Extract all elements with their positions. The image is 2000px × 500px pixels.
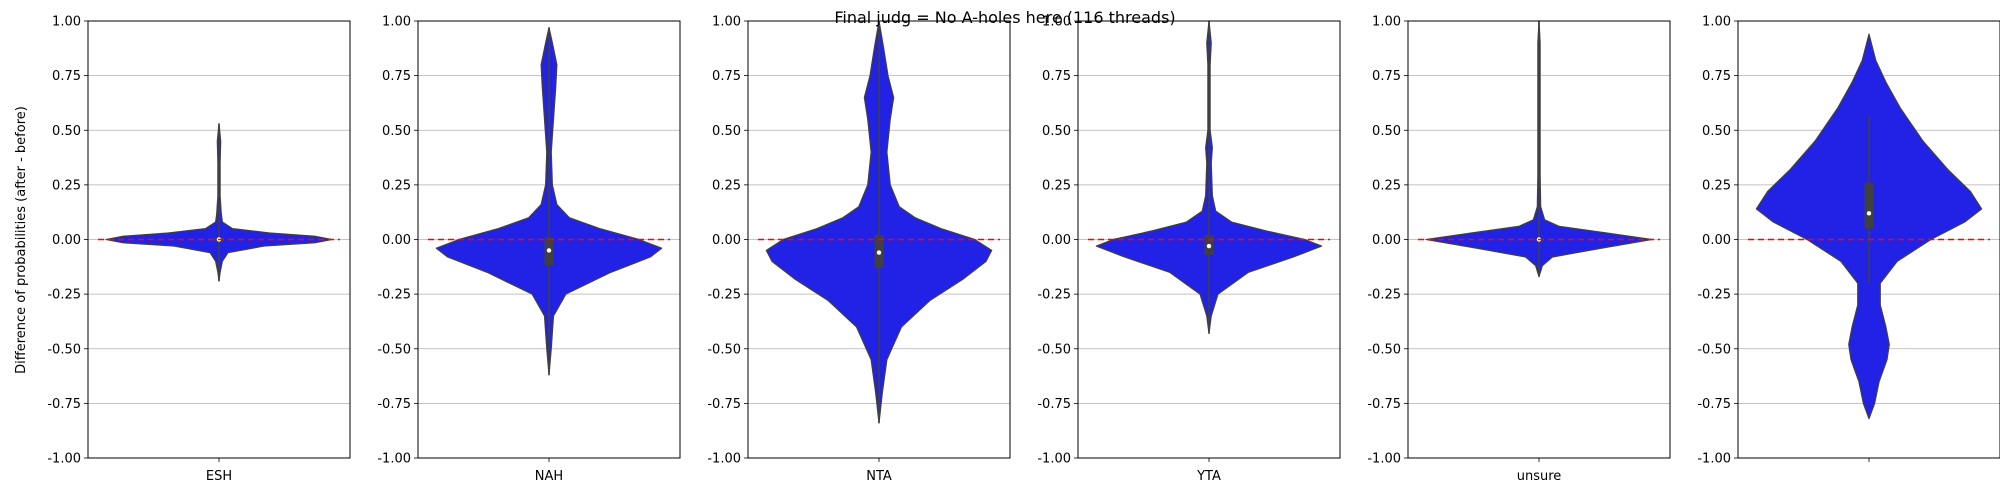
- y-tick-label: 0.50: [1372, 124, 1401, 139]
- median-marker: [876, 250, 882, 255]
- y-tick-label: -0.50: [377, 342, 411, 357]
- y-tick-label: -1.00: [707, 452, 741, 467]
- chart-panels: -1.00 -0.75 -0.50 -0.25 0.00 0.25 0.50 0.75 1.00…: [47, 15, 2000, 484]
- y-tick-label: 1.00: [1702, 15, 1731, 30]
- y-tick-label: -1.00: [377, 452, 411, 467]
- panel-nah: -1.00 -0.75 -0.50 -0.25 0.00 0.25 0.50 0.75 1.00…: [377, 15, 681, 484]
- y-tick-label: 1.00: [382, 15, 411, 30]
- x-tick-label: NTA: [866, 469, 892, 484]
- y-tick-label: -1.00: [1367, 452, 1401, 467]
- panel-unsure: -1.00 -0.75 -0.50 -0.25 0.00 0.25 0.50 0.75 1.00…: [1367, 15, 1671, 484]
- x-tick-label: NAH: [535, 469, 563, 484]
- y-tick-label: 0.00: [382, 233, 411, 248]
- y-tick-label: -1.00: [1697, 452, 1731, 467]
- y-tick-label: -0.50: [47, 342, 81, 357]
- y-tick-label: 1.00: [1372, 15, 1401, 30]
- y-tick-label: 0.25: [712, 178, 741, 193]
- x-tick-label: ESH: [206, 469, 232, 484]
- y-tick-label: -1.00: [47, 452, 81, 467]
- y-tick-label: -0.25: [707, 288, 741, 303]
- y-tick-label: 0.00: [1702, 233, 1731, 248]
- panel-nta: -1.00 -0.75 -0.50 -0.25 0.00 0.25 0.50 0.75 1.00…: [707, 15, 1011, 484]
- y-tick-label: 0.75: [1042, 69, 1071, 84]
- y-tick-label: -0.25: [1367, 288, 1401, 303]
- y-tick-label: 0.25: [382, 178, 411, 193]
- median-marker: [546, 248, 552, 253]
- panel-unlabeled: -1.00 -0.75 -0.50 -0.25 0.00 0.25 0.50 0.75 1.00: [1697, 15, 2000, 467]
- y-tick-label: -0.50: [1037, 342, 1071, 357]
- y-tick-label: 0.50: [1042, 124, 1071, 139]
- panel-yta: -1.00 -0.75 -0.50 -0.25 0.00 0.25 0.50 0.75 1.00…: [1037, 15, 1341, 484]
- y-tick-label: 0.75: [382, 69, 411, 84]
- y-tick-label: -0.25: [377, 288, 411, 303]
- y-tick-label: -0.75: [1367, 397, 1401, 412]
- y-tick-label: 1.00: [52, 15, 81, 30]
- y-tick-label: -0.75: [1697, 397, 1731, 412]
- y-tick-label: 0.75: [52, 69, 81, 84]
- y-tick-label: 1.00: [1042, 15, 1071, 30]
- y-tick-label: -0.50: [707, 342, 741, 357]
- y-tick-label: 0.25: [1372, 178, 1401, 193]
- iqr-box: [1864, 182, 1874, 229]
- y-tick-label: 0.25: [1042, 178, 1071, 193]
- y-tick-label: -0.25: [1697, 288, 1731, 303]
- y-tick-label: -1.00: [1037, 452, 1071, 467]
- y-tick-label: 0.25: [1702, 178, 1731, 193]
- y-tick-label: 1.00: [712, 15, 741, 30]
- median-marker: [1866, 211, 1872, 216]
- y-tick-label: 0.00: [52, 233, 81, 248]
- y-tick-label: -0.50: [1367, 342, 1401, 357]
- y-tick-label: -0.25: [1037, 288, 1071, 303]
- y-tick-label: 0.50: [712, 124, 741, 139]
- figure-title: Final judg = No A-holes here (116 thread…: [834, 8, 1175, 27]
- median-marker: [1206, 243, 1212, 249]
- y-tick-label: -0.50: [1697, 342, 1731, 357]
- y-axis-label: Difference of probabilities (after - bef…: [14, 106, 29, 374]
- y-tick-label: 0.75: [1372, 69, 1401, 84]
- panel-esh: -1.00 -0.75 -0.50 -0.25 0.00 0.25 0.50 0.75 1.00…: [47, 15, 351, 484]
- y-tick-label: -0.25: [47, 288, 81, 303]
- y-tick-label: 0.75: [712, 69, 741, 84]
- y-tick-label: 0.00: [712, 233, 741, 248]
- y-tick-label: 0.50: [1702, 124, 1731, 139]
- y-tick-label: -0.75: [47, 397, 81, 412]
- y-tick-label: -0.75: [377, 397, 411, 412]
- y-tick-label: 0.50: [52, 124, 81, 139]
- y-tick-label: 0.00: [1372, 233, 1401, 248]
- y-tick-label: 0.50: [382, 124, 411, 139]
- x-tick-label: YTA: [1196, 469, 1221, 484]
- x-tick-label: unsure: [1517, 469, 1562, 484]
- y-tick-label: 0.25: [52, 178, 81, 193]
- y-tick-label: -0.75: [707, 397, 741, 412]
- y-tick-label: -0.75: [1037, 397, 1071, 412]
- y-tick-label: 0.00: [1042, 233, 1071, 248]
- y-tick-label: 0.75: [1702, 69, 1731, 84]
